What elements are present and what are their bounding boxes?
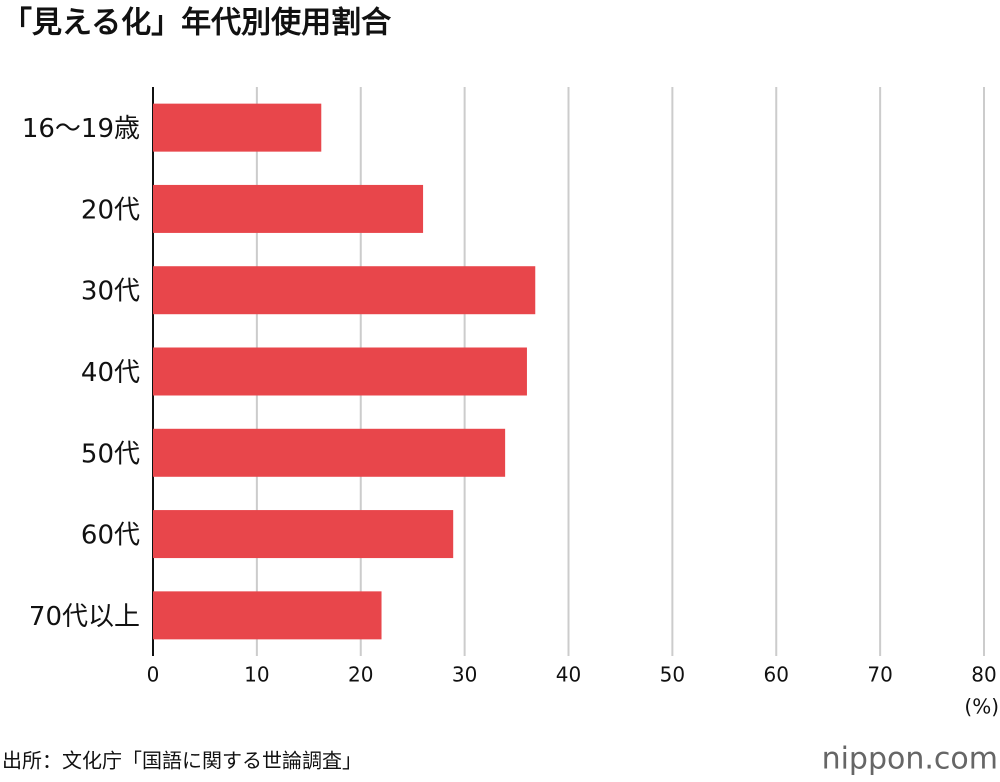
y-tick-label: 50代 xyxy=(81,439,140,469)
bar xyxy=(153,591,382,640)
x-tick-label: 10 xyxy=(244,663,269,687)
x-unit: (%) xyxy=(964,695,999,719)
x-tick-label: 40 xyxy=(556,663,581,687)
y-tick-label: 16〜19歳 xyxy=(22,114,140,144)
bar xyxy=(153,103,322,152)
x-tick-label: 0 xyxy=(147,663,160,687)
x-tick-label: 80 xyxy=(971,663,996,687)
logo: nippon.com xyxy=(822,742,998,777)
x-tick-label: 20 xyxy=(348,663,373,687)
bar xyxy=(153,184,424,233)
bar xyxy=(153,510,454,559)
x-tick-label: 60 xyxy=(764,663,789,687)
x-tick-label: 30 xyxy=(452,663,477,687)
chart-title: 「見える化」年代別使用割合 xyxy=(2,6,391,41)
bar xyxy=(153,266,536,315)
bar xyxy=(153,428,506,477)
x-tick-label: 50 xyxy=(660,663,685,687)
y-tick-label: 70代以上 xyxy=(29,602,140,632)
y-tick-label: 20代 xyxy=(81,195,140,225)
y-tick-label: 40代 xyxy=(81,358,140,388)
source: 出所：文化庁「国語に関する世論調査」 xyxy=(2,749,362,773)
bar xyxy=(153,347,527,396)
x-tick-label: 70 xyxy=(867,663,892,687)
y-tick-label: 60代 xyxy=(81,521,140,551)
y-tick-label: 30代 xyxy=(81,277,140,307)
